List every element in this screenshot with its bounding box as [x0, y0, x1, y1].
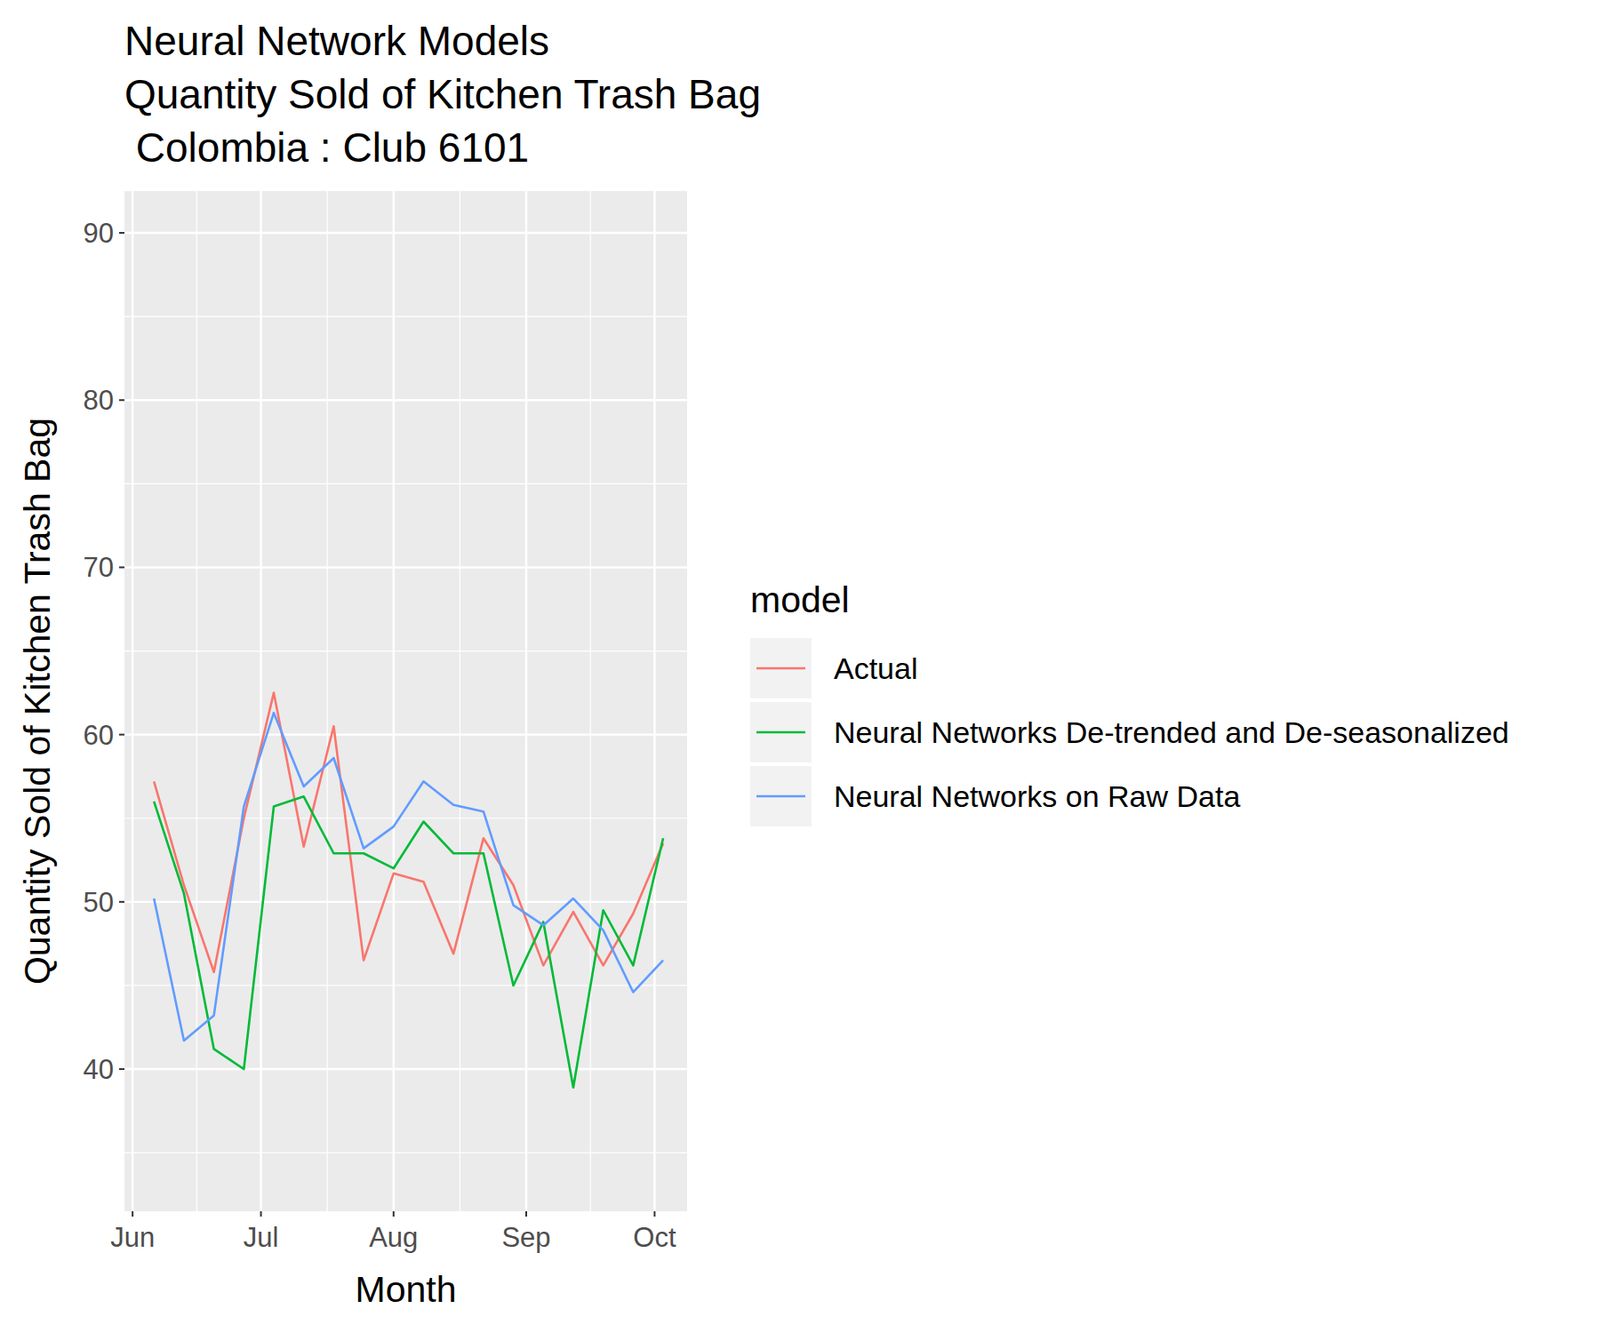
legend-key: [750, 766, 812, 827]
minor-grid-line: [196, 191, 198, 1212]
legend-title: model: [750, 579, 850, 621]
minor-grid-line: [124, 817, 688, 819]
legend-swatch: [756, 795, 806, 799]
minor-grid-line: [459, 191, 461, 1212]
minor-grid-line: [590, 191, 592, 1212]
legend-label: Neural Networks De-trended and De-season…: [833, 715, 1510, 750]
grid-line: [124, 901, 688, 904]
series-line: [153, 712, 664, 1041]
y-tick: [119, 901, 125, 904]
minor-grid-line: [124, 650, 688, 652]
title: Neural Network ModelsQuantity Sold of Ki…: [124, 17, 761, 171]
grid-line: [124, 1068, 688, 1071]
y-tick-label: 80: [83, 384, 114, 416]
x-tick: [653, 1211, 656, 1217]
grid-line: [259, 191, 262, 1212]
plot-panel: [124, 191, 688, 1212]
legend-swatch: [756, 731, 806, 735]
y-tick: [119, 566, 125, 568]
x-tick-label: Jul: [243, 1222, 280, 1254]
grid-line: [525, 191, 528, 1212]
chart: Neural Network ModelsQuantity Sold of Ki…: [0, 0, 1600, 1333]
legend-key: [750, 702, 812, 763]
y-tick-label: 60: [83, 720, 114, 752]
grid-line: [124, 232, 688, 234]
y-tick-label: 70: [83, 552, 114, 584]
x-tick: [392, 1211, 395, 1217]
x-tick: [525, 1211, 528, 1217]
x-tick-label: Oct: [632, 1222, 677, 1254]
x-tick-label: Sep: [501, 1222, 551, 1254]
series-line: [153, 796, 664, 1088]
x-tick: [131, 1211, 134, 1217]
y-tick-label: 50: [83, 887, 114, 919]
minor-grid-line: [124, 316, 688, 318]
y-tick: [119, 1068, 125, 1071]
grid-line: [124, 399, 688, 401]
data-lines: [153, 693, 664, 1088]
x-tick-label: Aug: [368, 1222, 418, 1254]
y-tick-label: 90: [83, 217, 114, 249]
minor-grid-line: [327, 191, 328, 1212]
grid-line: [392, 191, 395, 1212]
grid-line: [124, 566, 688, 568]
grid-line: [131, 191, 134, 1212]
grid-line: [124, 733, 688, 736]
legend-swatch: [756, 667, 806, 671]
minor-grid-line: [124, 1152, 688, 1154]
series-line: [153, 693, 664, 973]
legend-key: [750, 638, 812, 699]
minor-grid-line: [124, 984, 688, 986]
x-axis-label: Month: [355, 1269, 457, 1311]
y-tick: [119, 232, 125, 234]
legend-label: Actual: [833, 651, 919, 686]
y-axis-label: Quantity Sold of Kitchen Trash Bag: [16, 417, 58, 985]
y-tick: [119, 734, 125, 736]
grid-line: [653, 191, 656, 1212]
y-tick-label: 40: [83, 1054, 114, 1086]
x-tick: [260, 1211, 263, 1217]
legend-label: Neural Networks on Raw Data: [833, 779, 1240, 814]
x-tick-label: Jun: [110, 1222, 155, 1254]
y-tick: [119, 399, 125, 401]
minor-grid-line: [124, 483, 688, 485]
